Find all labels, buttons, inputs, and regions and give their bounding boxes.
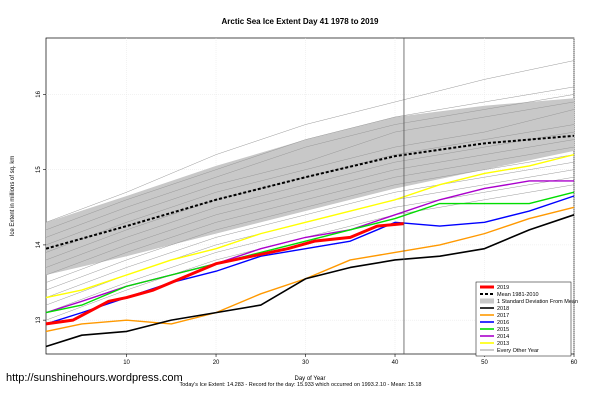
background-year-line-1 <box>45 86 575 231</box>
background-year-line-2 <box>45 94 575 238</box>
legend-label-2014: 2014 <box>497 334 509 340</box>
legend-label-every-other-year: Every Other Year <box>497 348 539 354</box>
x-tick-label-0: 10 <box>123 360 130 366</box>
legend-label-mean-1981-2010: Mean 1981-2010 <box>497 292 539 298</box>
legend-label-2017: 2017 <box>497 313 509 319</box>
legend-label-2015: 2015 <box>497 327 509 333</box>
background-year-line-12 <box>45 176 575 313</box>
y-axis-label: Ice Extent in millions of sq. km <box>10 156 16 237</box>
series-lines <box>45 134 575 348</box>
x-axis-label: Day of Year <box>294 376 325 382</box>
legend-label-1-standard-deviation-from-mean: 1 Standard Deviation From Mean <box>497 299 578 305</box>
background-year-line-6 <box>45 131 575 268</box>
series-line-2019 <box>45 222 405 326</box>
background-year-line-8 <box>45 146 575 283</box>
background-year-line-3 <box>45 101 575 246</box>
x-axis-ticks: 10 20 30 40 50 60 <box>123 354 578 366</box>
watermark-url: http://sunshinehours.wordpress.com <box>6 372 183 384</box>
legend-label-2013: 2013 <box>497 341 509 347</box>
series-line-2013 <box>45 153 575 299</box>
background-year-line-10 <box>45 161 575 298</box>
y-tick-label-2: 15 <box>36 166 42 173</box>
chart-title: Arctic Sea Ice Extent Day 41 1978 to 201… <box>222 17 380 26</box>
legend-label-2019: 2019 <box>497 285 509 291</box>
background-year-line-7 <box>45 139 575 276</box>
series-line-2015 <box>45 191 575 314</box>
footer-stats: Today's Ice Extent: 14.283 - Record for … <box>179 382 422 388</box>
y-tick-label-3: 16 <box>36 90 42 97</box>
x-tick-label-2: 30 <box>302 360 309 366</box>
x-tick-label-5: 60 <box>571 360 578 366</box>
std-dev-band-area <box>46 98 574 275</box>
legend-label-2016: 2016 <box>497 320 509 326</box>
y-tick-label-1: 14 <box>36 241 42 248</box>
background-year-line-0 <box>45 60 575 223</box>
x-tick-label-4: 50 <box>481 360 488 366</box>
y-axis-ticks: 13 14 15 16 <box>36 90 46 323</box>
legend-label-2018: 2018 <box>497 306 509 312</box>
x-tick-label-1: 20 <box>213 360 220 366</box>
series-line-mean-1981-2010 <box>45 134 575 250</box>
y-tick-label-0: 13 <box>36 316 42 323</box>
series-line-2018 <box>45 214 575 348</box>
background-year-line-9 <box>45 154 575 291</box>
background-year-line-4 <box>45 109 575 253</box>
std-dev-band <box>46 98 574 275</box>
background-year-line-5 <box>45 124 575 261</box>
x-tick-label-3: 40 <box>392 360 399 366</box>
